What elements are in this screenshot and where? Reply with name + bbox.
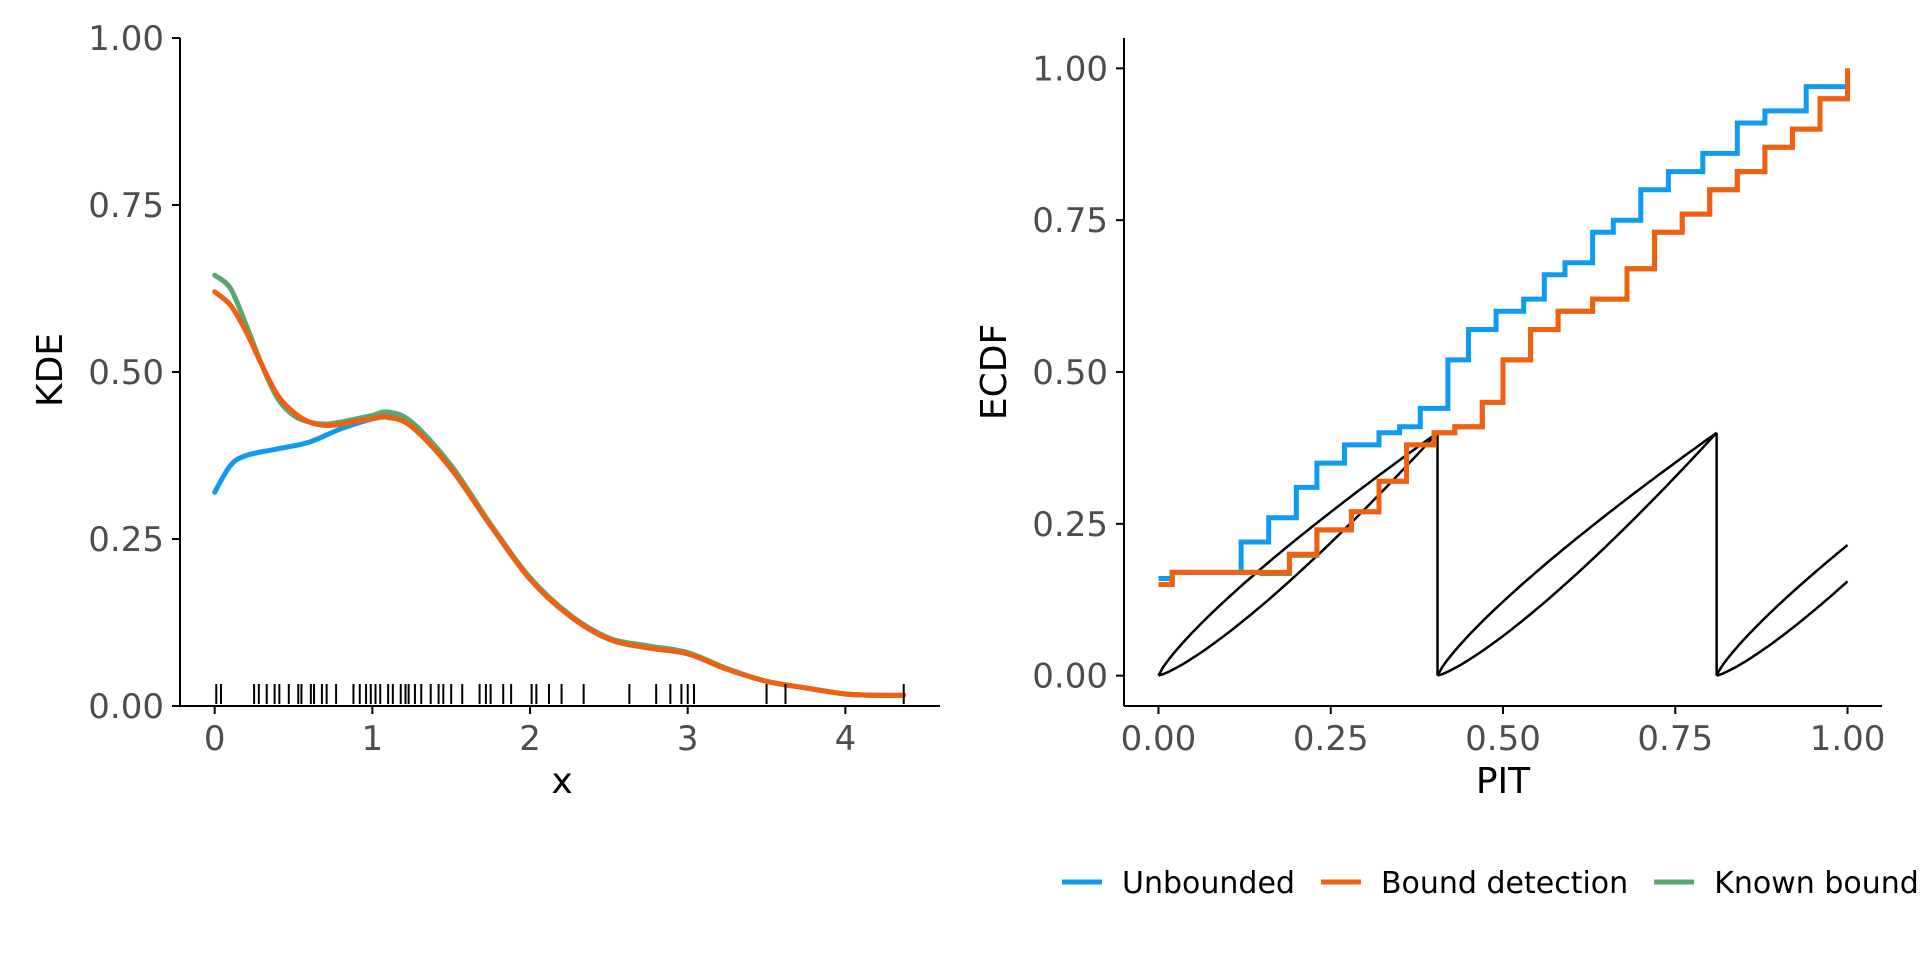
x-tick-label: 1.00 (1810, 719, 1886, 759)
y-tick-label: 0.50 (88, 353, 164, 393)
envelope-upper (1715, 544, 1849, 677)
kde-lines (212, 272, 907, 698)
x-tick-label: 0.75 (1637, 719, 1713, 759)
ecdf-panel: 0.00 0.25 0.50 0.75 1.00 0.00 0.25 0.50 0.75 1.00… (974, 38, 1885, 802)
legend-label: Unbounded (1122, 866, 1295, 901)
ecdf-axes: 0.00 0.25 0.50 0.75 1.00 0.00 0.25 0.50 0.75 1.00 (1032, 38, 1885, 759)
legend: Unbounded Bound detection Known bounds (1062, 866, 1920, 901)
y-tick-label: 0.25 (88, 520, 164, 560)
x-tick-label: 1 (362, 719, 384, 759)
x-tick-label: 0.50 (1465, 719, 1541, 759)
legend-label: Known bounds (1714, 866, 1920, 901)
ecdf-line-bound-detection (1158, 68, 1850, 587)
legend-item-bound-detection: Bound detection (1320, 866, 1628, 901)
y-tick-label: 0.50 (1032, 353, 1108, 393)
kde-axes: 0 1 2 3 4 0.00 0.25 0.50 0.75 1.00 (88, 19, 940, 759)
kde-line-bound-detection (212, 289, 907, 698)
kde-rug (215, 684, 905, 704)
x-tick-label: 2 (519, 719, 541, 759)
legend-item-known-bounds: Known bounds (1654, 866, 1920, 901)
kde-panel: 0 1 2 3 4 0.00 0.25 0.50 0.75 1.00 x KDE (30, 19, 940, 802)
x-tick-label: 3 (677, 719, 699, 759)
x-tick-label: 0.00 (1121, 719, 1197, 759)
x-tick-label: 4 (835, 719, 857, 759)
ecdf-lines (1158, 68, 1850, 587)
ecdf-line-known-bounds (1158, 74, 1850, 587)
envelope-lower (1437, 431, 1718, 677)
ecdf-envelope (1157, 431, 1849, 677)
kde-line-unbounded (212, 412, 907, 698)
ecdf-x-axis-title: PIT (1476, 761, 1531, 802)
kde-line-known-bounds (212, 272, 907, 698)
y-tick-label: 0.25 (1032, 505, 1108, 545)
kde-y-axis-title: KDE (30, 333, 71, 407)
envelope-upper (1436, 431, 1718, 677)
y-tick-label: 1.00 (88, 19, 164, 59)
envelope-lower (1716, 580, 1849, 677)
y-tick-label: 0.75 (1032, 201, 1108, 241)
legend-item-unbounded: Unbounded (1062, 866, 1295, 901)
y-tick-label: 1.00 (1032, 49, 1108, 89)
ecdf-line-unbounded (1158, 68, 1850, 581)
ecdf-y-axis-title: ECDF (974, 324, 1015, 420)
envelope-upper (1157, 431, 1439, 677)
x-tick-label: 0 (204, 719, 226, 759)
y-tick-label: 0.00 (88, 687, 164, 727)
y-tick-label: 0.00 (1032, 657, 1108, 697)
legend-label: Bound detection (1381, 866, 1628, 901)
x-tick-label: 0.25 (1293, 719, 1369, 759)
y-tick-label: 0.75 (88, 186, 164, 226)
kde-x-axis-title: x (551, 761, 572, 802)
